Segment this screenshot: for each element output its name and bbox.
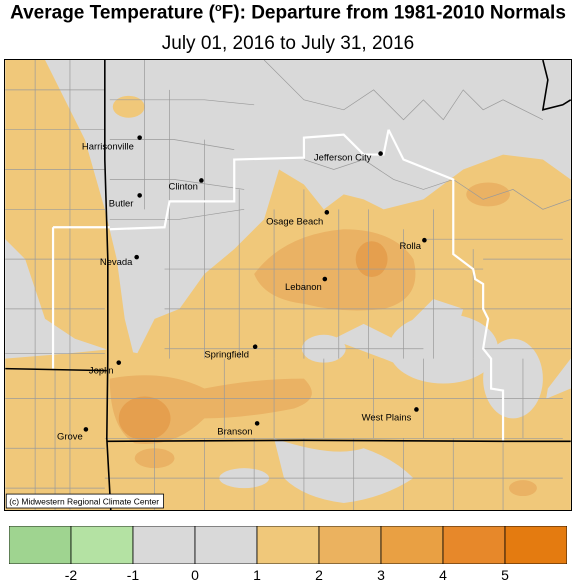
city-dot [252,344,258,350]
credit-box: (c) Midwestern Regional Climate Center [5,493,164,509]
legend-cell [194,526,258,564]
state-boundaries [5,60,571,510]
legend-tick-label: 2 [315,567,323,583]
color-scale-legend [9,526,567,564]
city-dot [322,276,328,282]
city-label: Nevada [100,257,133,268]
city-dot [324,210,330,215]
legend-cell [380,526,444,564]
legend-tick-label: 4 [439,567,447,583]
city-dot [378,151,383,156]
city-dot [199,178,204,183]
legend-tick-label: -2 [64,567,78,583]
legend-cell [318,526,382,564]
legend-tick-label: 5 [501,567,509,583]
city-dot [137,135,142,140]
city-label: Grove [57,431,83,442]
city-dot [134,254,139,260]
legend-cell [504,526,567,564]
near-normal-region [219,313,543,504]
city-label: West Plains [362,412,412,423]
city-dot [254,421,260,426]
legend-cell [442,526,506,564]
city-label: Osage Beach [266,216,323,227]
city-label: Joplin [89,366,114,377]
city-dot [422,237,427,243]
city-label: Rolla [400,241,422,252]
legend-tick-labels: -2 -1 0 1 2 3 4 5 [0,567,576,585]
city-label: Lebanon [285,282,322,293]
map-subtitle: July 01, 2016 to July 31, 2016 [161,33,415,54]
legend-cell [70,526,134,564]
city-dot [414,407,419,412]
city-label: Clinton [169,181,198,192]
city-markers: Harrisonville Clinton Butler Jefferson C… [57,135,427,442]
city-dot [83,427,89,432]
legend-tick-label: -1 [126,567,140,583]
cwa-boundaries [51,129,505,443]
legend-cell [9,526,72,564]
legend-tick-label: 0 [191,567,199,583]
legend-cell [256,526,320,564]
city-dot [116,360,122,365]
legend-tick-label: 1 [253,567,261,583]
city-dot [137,193,142,198]
departure-3-to-4-region [118,241,388,441]
city-label: Jefferson City [314,153,372,164]
city-label: Branson [217,426,252,437]
map-title: Average Temperature (oF): Departure from… [10,2,566,24]
legend-tick-label: 3 [377,567,385,583]
city-label: Harrisonville [82,142,134,153]
city-label: Butler [109,198,134,209]
city-label: Springfield [204,350,249,361]
credit-text: (c) Midwestern Regional Climate Center [9,497,159,507]
temperature-departure-map: Harrisonville Clinton Butler Jefferson C… [4,59,572,511]
legend-cell [132,526,196,564]
county-borders [5,60,571,510]
